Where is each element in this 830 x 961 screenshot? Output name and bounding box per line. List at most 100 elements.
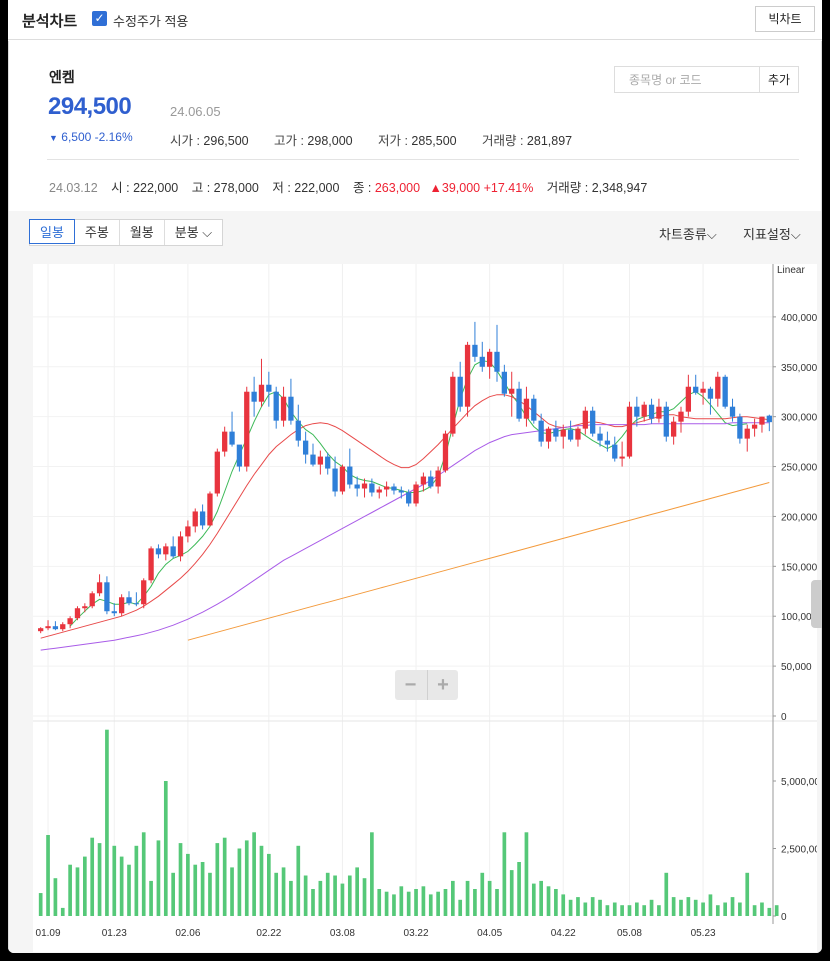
- candle-body: [656, 406, 662, 419]
- stock-search-input[interactable]: [615, 67, 759, 92]
- volume-bar: [75, 867, 80, 916]
- tab-daily[interactable]: 일봉: [29, 219, 75, 244]
- candle: [74, 606, 81, 621]
- candle-body: [185, 526, 191, 537]
- volume-bar: [473, 889, 477, 916]
- candle: [759, 416, 765, 433]
- candle-body: [141, 580, 147, 605]
- big-chart-button[interactable]: 빅차트: [755, 6, 815, 32]
- volume-bar: [38, 893, 43, 916]
- candle-body: [450, 376, 456, 434]
- candle: [626, 401, 633, 459]
- volume-bar: [723, 902, 727, 916]
- candle-body: [391, 486, 397, 491]
- volume-bar: [303, 875, 308, 916]
- y-tick-label: 250,000: [781, 463, 817, 474]
- indicator-settings-dropdown[interactable]: 지표설정⌵: [743, 227, 801, 242]
- volume-bar: [517, 862, 521, 916]
- candle-body: [575, 428, 581, 440]
- volume-bar: [590, 897, 595, 916]
- candle: [133, 592, 140, 607]
- candle-body: [523, 398, 530, 419]
- tab-minute[interactable]: 분봉 ⌵: [164, 220, 223, 245]
- candle: [96, 574, 103, 597]
- adjusted-price-checkbox[interactable]: ✓: [92, 11, 107, 26]
- low-value: 285,500: [411, 134, 457, 148]
- candle-body: [148, 548, 154, 581]
- volume-bar: [149, 880, 153, 916]
- candle: [420, 472, 427, 492]
- candle-body: [325, 456, 331, 469]
- candle-body: [192, 511, 198, 527]
- candle-body: [332, 468, 338, 492]
- divider: [47, 159, 799, 160]
- candle-body: [619, 456, 625, 459]
- candle: [192, 508, 198, 533]
- candle-body: [317, 456, 324, 465]
- candle: [413, 481, 419, 507]
- tab-monthly[interactable]: 월봉: [119, 220, 165, 245]
- current-price: 294,500: [48, 93, 132, 120]
- zoom-in-button[interactable]: +: [427, 670, 458, 700]
- volume-bar: [745, 872, 750, 916]
- candle-body: [280, 396, 287, 421]
- chart-type-dropdown[interactable]: 차트종류⌵: [659, 227, 717, 242]
- candle: [472, 321, 478, 362]
- low-stat: 저가 : 285,500: [378, 130, 457, 149]
- volume-bar: [539, 880, 543, 916]
- candle: [332, 456, 338, 497]
- candle: [597, 426, 603, 447]
- volume-bar: [635, 902, 639, 916]
- add-button[interactable]: 추가: [759, 66, 799, 93]
- volume-bar: [141, 832, 146, 916]
- volume-bar: [414, 889, 418, 916]
- candle: [317, 450, 324, 475]
- candle: [575, 426, 581, 447]
- side-panel-handle[interactable]: [811, 580, 822, 628]
- readout-low: 저 : 222,000: [272, 181, 340, 195]
- volume-bar: [325, 872, 330, 916]
- candle-body: [369, 483, 375, 493]
- tab-weekly[interactable]: 주봉: [74, 220, 120, 245]
- candle-body: [766, 415, 772, 423]
- app-window: 분석차트 ✓ 수정주가 적용 빅차트 엔켐 294,500 24.06.05 ▼…: [8, 0, 822, 953]
- ma-line-60: [40, 422, 770, 651]
- candle-body: [236, 444, 243, 467]
- candle-body: [118, 597, 125, 614]
- candle: [118, 594, 125, 617]
- volume-bar: [693, 899, 698, 916]
- candle: [141, 578, 147, 609]
- candle: [663, 401, 669, 442]
- candle-body: [406, 492, 412, 504]
- candle: [494, 324, 500, 382]
- zoom-out-button[interactable]: −: [404, 674, 417, 696]
- candle-body: [670, 421, 677, 437]
- candle-body: [82, 606, 88, 609]
- plot-area[interactable]: Linear 0 50,000 100,000 150,000 200,000 250,00…: [33, 264, 822, 952]
- y-tick-label: 50,000: [781, 662, 812, 673]
- candle-body: [501, 371, 508, 394]
- adjusted-price-label[interactable]: 수정주가 적용: [113, 14, 189, 29]
- volume-bar: [296, 845, 301, 916]
- volume-bar: [178, 843, 183, 916]
- volume-bar: [244, 840, 249, 916]
- volume-bar: [222, 837, 227, 916]
- candle-body: [310, 454, 316, 465]
- top-bar: 분석차트 ✓ 수정주가 적용 빅차트: [8, 0, 822, 40]
- candle: [126, 591, 132, 606]
- period-tabs: 일봉 주봉 월봉 분봉 ⌵: [29, 219, 224, 246]
- readout-open: 시 : 222,000: [111, 181, 179, 195]
- candle-body: [464, 344, 471, 407]
- candle: [60, 622, 66, 632]
- price-volume-chart[interactable]: Linear 0 50,000 100,000 150,000 200,000 250,00…: [33, 264, 822, 952]
- volume-bar: [708, 894, 713, 916]
- x-tick-label: 01.23: [102, 928, 127, 939]
- candle: [634, 396, 640, 427]
- candle: [163, 543, 169, 561]
- candle: [67, 616, 73, 629]
- volume-bar: [576, 897, 580, 916]
- volume-bar: [347, 875, 352, 916]
- ma-line-120: [187, 482, 770, 641]
- candle-body: [715, 376, 721, 399]
- volume-bar: [163, 781, 168, 916]
